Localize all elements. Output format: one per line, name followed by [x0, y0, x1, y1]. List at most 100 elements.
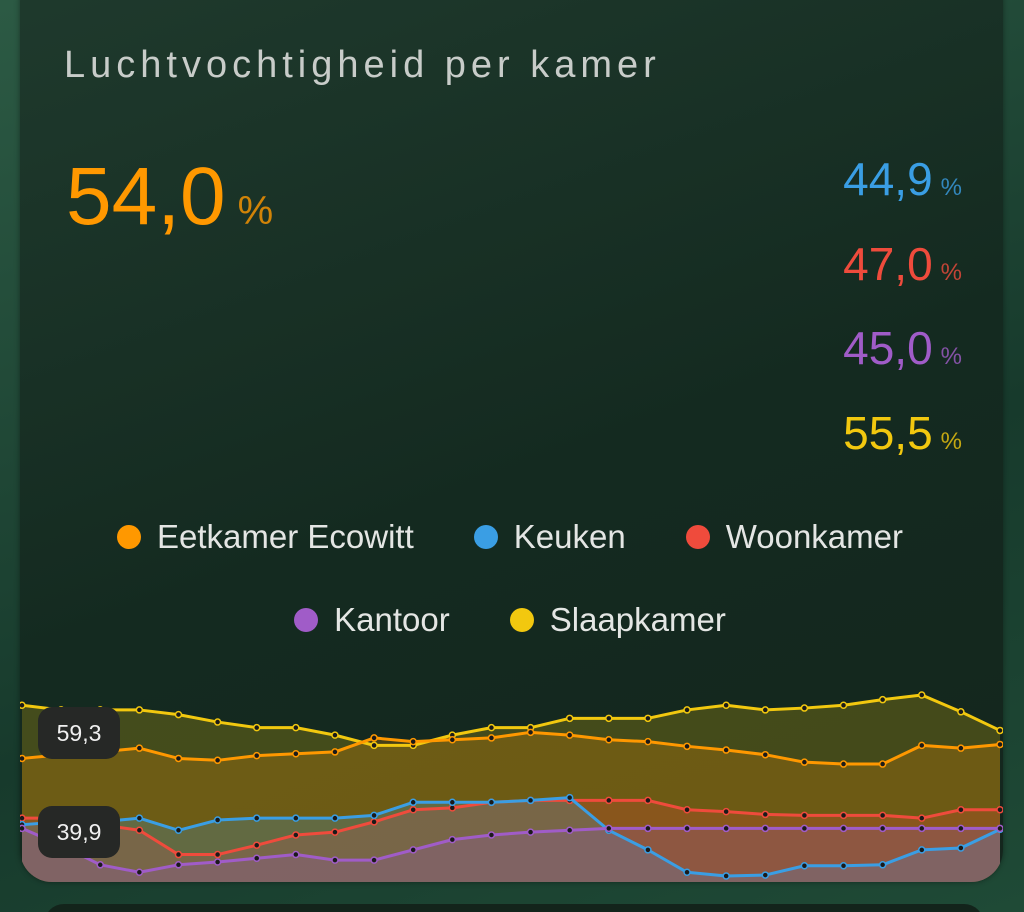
point [292, 850, 300, 859]
point [722, 701, 730, 710]
point [605, 736, 613, 744]
point [565, 714, 574, 723]
point [487, 723, 496, 732]
point [292, 750, 300, 758]
legend-dot [685, 525, 710, 549]
state: 47,0% [843, 237, 962, 322]
point [370, 741, 378, 750]
point [800, 824, 809, 833]
point [996, 740, 1003, 749]
point [409, 846, 417, 854]
point [761, 871, 770, 879]
point [565, 826, 574, 835]
point [526, 828, 535, 836]
point [878, 861, 887, 869]
point [839, 760, 848, 768]
point [957, 708, 965, 716]
point [957, 824, 965, 833]
point [252, 841, 261, 849]
area [22, 732, 1000, 882]
legend-entry[interactable]: Woonkamer [685, 518, 903, 556]
point [174, 850, 183, 859]
legend-entry[interactable]: Eetkamer Ecowitt [117, 518, 414, 556]
max-label: 59,3 [38, 707, 120, 759]
legend-dot [473, 525, 498, 549]
point [487, 734, 496, 742]
point [683, 824, 691, 833]
states: 44,9% 47,0% 45,0% 55,5% [843, 152, 962, 490]
min-label: 39,9 [38, 806, 120, 858]
point [683, 806, 691, 814]
area [22, 828, 1000, 882]
legend-dot [509, 608, 534, 632]
point [409, 798, 417, 807]
legend-label: Kantoor [334, 601, 450, 638]
point [331, 828, 339, 836]
point [996, 726, 1003, 735]
point [957, 806, 965, 814]
unit: % [237, 189, 274, 233]
point [800, 811, 809, 820]
point [213, 858, 222, 866]
point [839, 861, 848, 870]
point [409, 737, 417, 746]
unit: % [940, 258, 962, 286]
point [996, 824, 1003, 833]
state: 45,0% [843, 321, 962, 406]
point [957, 844, 965, 852]
legend-label: Eetkamer Ecowitt [157, 518, 414, 555]
point [722, 807, 730, 816]
point [213, 718, 222, 726]
point [800, 758, 809, 766]
point [683, 706, 691, 714]
point [878, 811, 887, 820]
point [20, 814, 26, 822]
point [878, 760, 887, 768]
point [448, 835, 457, 844]
point [878, 824, 887, 833]
area [22, 695, 1000, 882]
point [174, 754, 183, 763]
legend-entry[interactable]: Kantoor [294, 601, 450, 639]
point [213, 756, 222, 765]
point [135, 706, 144, 714]
point [918, 824, 926, 833]
legend-label: Woonkamer [725, 518, 903, 555]
legend-entry[interactable]: Keuken [473, 518, 626, 556]
point [878, 695, 887, 704]
point [957, 744, 965, 752]
point [252, 751, 261, 760]
point [135, 826, 144, 835]
legend-entry[interactable]: Slaapkamer [509, 601, 726, 639]
point [331, 731, 339, 739]
point [800, 861, 809, 870]
state: 44,9% [843, 152, 962, 237]
point [20, 824, 26, 833]
point [252, 723, 261, 732]
point [20, 701, 26, 710]
point [918, 741, 926, 750]
point [839, 701, 848, 710]
point [292, 723, 300, 732]
point [996, 806, 1003, 814]
point [292, 831, 300, 839]
point [761, 706, 770, 714]
state: 55,5% [843, 406, 962, 491]
state-value: 55,5 [843, 406, 933, 459]
point [839, 824, 848, 833]
line [21, 730, 1001, 766]
line [21, 826, 1000, 874]
point [135, 744, 144, 752]
point [331, 856, 339, 864]
state-value: 47,0 [843, 237, 933, 290]
point [761, 824, 770, 833]
point [370, 856, 378, 864]
state-value: 44,9 [843, 153, 933, 205]
next-card[interactable] [44, 904, 984, 912]
point [174, 710, 183, 719]
point [683, 742, 691, 751]
point [644, 796, 652, 805]
point [761, 750, 770, 759]
legend-dot [294, 608, 319, 632]
